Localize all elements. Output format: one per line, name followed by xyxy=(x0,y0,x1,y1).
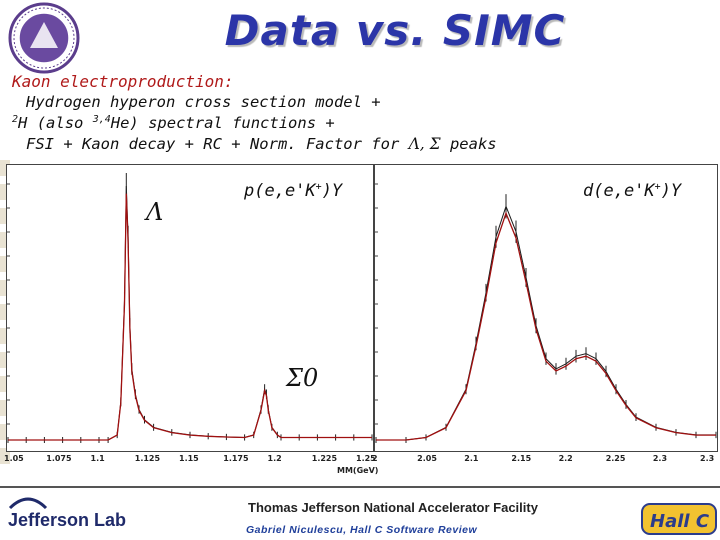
description-heading: Kaon electroproduction: xyxy=(12,72,234,91)
plot-frame-deuterium xyxy=(374,164,718,452)
x-axis-tick-label: 1.2 xyxy=(267,454,282,463)
x-axis-tick-label: 2.2 xyxy=(558,454,573,463)
simc-simulation-line xyxy=(8,193,372,441)
x-axis-tick-label: 2.3 xyxy=(652,454,668,463)
data-histogram-line xyxy=(376,204,716,441)
sigma-peak-label: Σ0 xyxy=(286,364,319,392)
x-axis-tick-label: 2.25 xyxy=(605,454,626,463)
jefferson-lab-logo: Jefferson Lab xyxy=(8,510,127,530)
lambda-peak-label: Λ xyxy=(146,198,164,226)
description-line-1: Hydrogen hyperon cross section model + xyxy=(26,93,381,111)
x-axis-tick-label: 1.175 xyxy=(223,454,249,463)
jefferson-lab-logo-icon xyxy=(8,497,48,510)
x-axis-tick-label: 2.3 xyxy=(700,454,715,463)
plot-hydrogen-svg xyxy=(6,173,373,443)
footer-credit: Gabriel Niculescu, Hall C Software Revie… xyxy=(246,524,478,536)
x-axis-label: MM(GeV) xyxy=(337,466,379,475)
simc-simulation-line xyxy=(376,211,716,441)
data-histogram-line xyxy=(8,185,372,441)
x-axis-tick-label: 2 xyxy=(372,454,378,463)
x-axis-tick-label: 1.125 xyxy=(134,454,161,463)
x-axis-tick-label: 2.05 xyxy=(417,454,437,463)
plot-deuterium-svg xyxy=(374,183,717,443)
x-axis-tick-label: 1.05 xyxy=(4,454,24,463)
description-line-3: FSI + Kaon decay + RC + Norm. Factor for… xyxy=(26,135,497,153)
plot-hydrogen-reaction-label: p(e,e'K+)Y xyxy=(244,181,343,201)
x-axis-tick-label: 1.075 xyxy=(46,454,72,463)
x-axis-tick-label: 1.225 xyxy=(311,454,338,463)
x-axis-tick-label: 2.15 xyxy=(511,454,532,463)
plot-frame-hydrogen xyxy=(6,164,374,452)
footer-lab-name: Thomas Jefferson National Accelerator Fa… xyxy=(248,500,538,515)
description-line-2: 2H (also 3,4He) spectral functions + xyxy=(12,114,335,133)
side-decoration xyxy=(0,160,10,464)
footer-divider xyxy=(0,486,720,488)
x-axis-tick-label: 1.15 xyxy=(179,454,199,463)
slide-title: Data vs. SIMC xyxy=(224,6,566,55)
x-axis-tick-label: 2.1 xyxy=(464,454,479,463)
plot-deuterium-reaction-label: d(e,e'K+)Y xyxy=(583,181,682,201)
hall-c-logo: Hall C xyxy=(641,503,717,535)
university-seal-logo xyxy=(8,2,80,74)
x-axis-tick-label: 1.1 xyxy=(90,454,105,463)
x-axis-tick-label: 1.25 xyxy=(356,454,376,463)
svg-text:Hall C: Hall C xyxy=(650,511,710,532)
